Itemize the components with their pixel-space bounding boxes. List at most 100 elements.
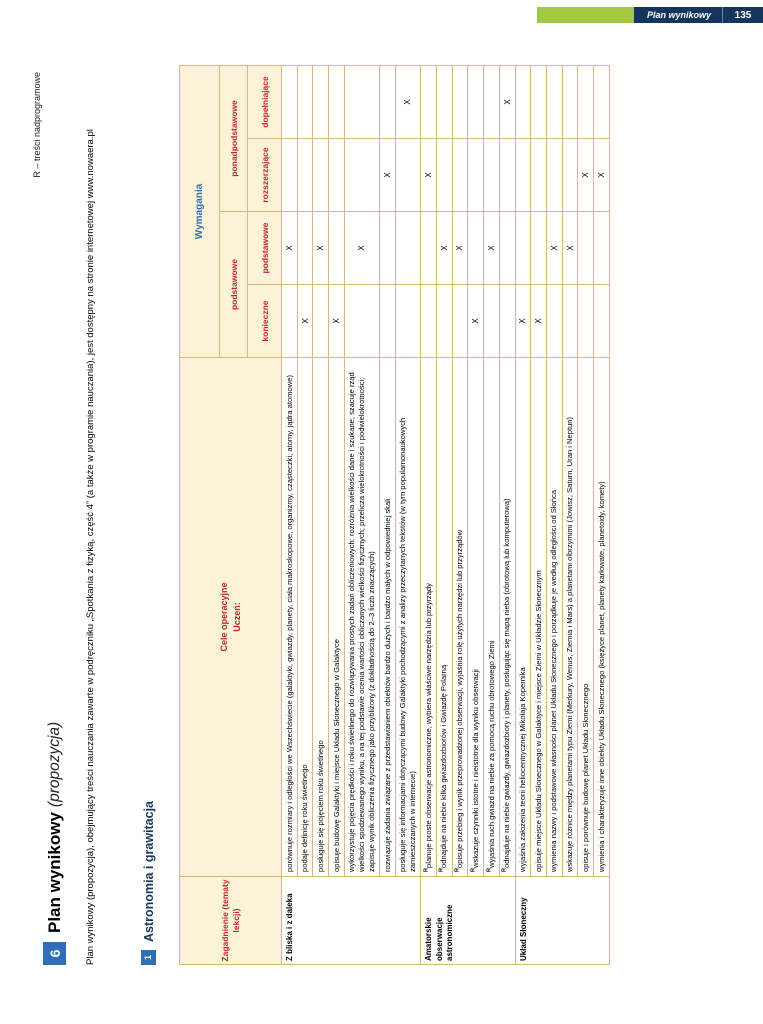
mark-cell-rozszerzające bbox=[546, 138, 563, 212]
objective-cell: Rplanuje proste obserwacje astronomiczne… bbox=[420, 357, 437, 877]
chapter-title-text: Plan wynikowy bbox=[44, 812, 64, 933]
mark-cell-dopełniające bbox=[593, 65, 610, 139]
section-title-text: Astronomia i grawitacja bbox=[141, 800, 156, 942]
table-row: Rodnajduje na niebie gwiazdy, gwiazdozbi… bbox=[499, 65, 515, 964]
requirements-header: Wymagania bbox=[179, 65, 220, 358]
mark-cell-podstawowe bbox=[420, 211, 437, 285]
table-row: opisuje budowę Galaktyki i miejsce Układ… bbox=[328, 65, 345, 964]
mark-cell-konieczne bbox=[546, 284, 563, 358]
mark-cell-dopełniające bbox=[297, 65, 313, 139]
chapter-title: 6 Plan wynikowy (propozycja) bbox=[43, 722, 66, 965]
mark-cell-podstawowe bbox=[467, 211, 484, 285]
mark-cell-konieczne bbox=[499, 284, 515, 358]
mark-cell-konieczne: X bbox=[515, 284, 531, 358]
mark-cell-dopełniające: X bbox=[499, 65, 515, 139]
table-row: Rwskazuje czynniki istotne i nieistotne … bbox=[467, 65, 484, 964]
mark-cell-dopełniające bbox=[452, 65, 468, 139]
intro-paragraph: Plan wynikowy (propozycja), obejmujący t… bbox=[85, 129, 96, 965]
mark-cell-dopełniające bbox=[515, 65, 531, 139]
table-row: Ropisuje przebieg i wynik przeprowadzone… bbox=[452, 65, 468, 964]
mark-cell-konieczne bbox=[436, 284, 453, 358]
mark-cell-podstawowe: X bbox=[436, 211, 453, 285]
table-row: wymienia i charakteryzuje inne obiekty U… bbox=[593, 65, 610, 964]
mark-cell-podstawowe bbox=[593, 211, 610, 285]
table-row: Rodnajduje na niebie kilka gwiazdozbioró… bbox=[436, 65, 453, 964]
extra-curriculum-marker: R bbox=[454, 867, 461, 872]
mark-cell-dopełniające bbox=[281, 65, 298, 139]
objective-cell: Rwskazuje czynniki istotne i nieistotne … bbox=[467, 357, 484, 877]
mark-cell-rozszerzające: X bbox=[420, 138, 437, 212]
mark-cell-konieczne bbox=[577, 284, 594, 358]
running-head-label: Plan wynikowy bbox=[633, 7, 722, 23]
extra-curriculum-marker: R bbox=[470, 867, 477, 872]
mark-cell-dopełniające: X bbox=[395, 65, 421, 139]
mark-cell-rozszerzające bbox=[483, 138, 500, 212]
page-number: 135 bbox=[723, 7, 763, 23]
level-header-dopelniajace: dopełniające bbox=[247, 65, 282, 139]
mark-cell-dopełniające bbox=[562, 65, 578, 139]
group-header-podstawowe: podstawowe bbox=[219, 211, 248, 358]
mark-cell-konieczne: X bbox=[297, 284, 313, 358]
objectives-column-header: Cele operacyjne Uczeń: bbox=[179, 357, 282, 877]
mark-cell-rozszerzające bbox=[452, 138, 468, 212]
table-row: Amatorskie obserwacje astronomiczne Rplan… bbox=[420, 65, 515, 965]
mark-cell-dopełniające bbox=[344, 65, 380, 139]
mark-cell-dopełniające bbox=[546, 65, 563, 139]
mark-cell-podstawowe: X bbox=[344, 211, 380, 285]
mark-cell-dopełniające bbox=[328, 65, 345, 139]
objective-cell: wymienia nazwy i podstawowe własności pl… bbox=[546, 357, 563, 877]
mark-cell-podstawowe: X bbox=[546, 211, 563, 285]
topic-column-header: Zagadnienie (tematy lekcji) bbox=[179, 876, 282, 965]
mark-cell-rozszerzające bbox=[312, 138, 329, 212]
mark-cell-dopełniające bbox=[379, 65, 396, 139]
table-row: Z bliska i z daleka porównuje rozmiary i … bbox=[281, 65, 421, 965]
topic-cell: Układ Słoneczny bbox=[515, 876, 610, 965]
objective-cell: wymienia i charakteryzuje inne obiekty U… bbox=[593, 357, 610, 877]
mark-cell-rozszerzające: X bbox=[593, 138, 610, 212]
mark-cell-konieczne bbox=[420, 284, 437, 358]
table-row: posługuje się pojęciem roku świetlnego X bbox=[312, 65, 329, 964]
table-row: Rwyjaśnia ruch gwiazd na niebie za pomoc… bbox=[483, 65, 500, 964]
objective-cell: opisuje miejsce Układu Słonecznego w Gal… bbox=[530, 357, 547, 877]
mark-cell-dopełniające bbox=[312, 65, 329, 139]
mark-cell-konieczne bbox=[344, 284, 380, 358]
mark-cell-konieczne: X bbox=[530, 284, 547, 358]
mark-cell-dopełniające bbox=[420, 65, 437, 139]
chapter-title-suffix: (propozycja) bbox=[45, 721, 63, 808]
mark-cell-rozszerzające bbox=[515, 138, 531, 212]
table-row: wykorzystuje pojęcia prędkości i roku św… bbox=[344, 65, 380, 964]
objective-cell: Rwyjaśnia ruch gwiazd na niebie za pomoc… bbox=[483, 357, 500, 877]
objective-cell: posługuje się pojęciem roku świetlnego bbox=[312, 357, 329, 877]
extra-curriculum-marker: R bbox=[438, 867, 445, 872]
mark-cell-rozszerzające bbox=[530, 138, 547, 212]
mark-cell-podstawowe: X bbox=[562, 211, 578, 285]
brand-green-bar bbox=[536, 7, 634, 23]
mark-cell-konieczne bbox=[395, 284, 421, 358]
objective-cell: opisuje budowę Galaktyki i miejsce Układ… bbox=[328, 357, 345, 877]
table-row: Układ Słoneczny wyjaśnia założenia teorii… bbox=[515, 65, 610, 965]
objectives-header-line: Cele operacyjne bbox=[219, 582, 230, 652]
running-head-divider bbox=[722, 7, 723, 23]
mark-cell-podstawowe bbox=[530, 211, 547, 285]
mark-cell-konieczne: X bbox=[467, 284, 484, 358]
extra-curriculum-marker: R bbox=[423, 867, 430, 872]
extra-curriculum-marker: R bbox=[501, 867, 508, 872]
group-header-ponadpodstawowe: ponadpodstawowe bbox=[219, 65, 248, 212]
objective-cell: porównuje rozmiary i odległości we Wszec… bbox=[281, 357, 298, 877]
mark-cell-konieczne bbox=[593, 284, 610, 358]
page-header-bar: Plan wynikowy 135 bbox=[536, 7, 763, 23]
table-row: posługuje się informacjami dotyczącymi b… bbox=[395, 65, 421, 964]
mark-cell-konieczne: X bbox=[328, 284, 345, 358]
mark-cell-podstawowe bbox=[328, 211, 345, 285]
mark-cell-podstawowe: X bbox=[452, 211, 468, 285]
table-row: opisuje i porównuje budowę planet Układu… bbox=[577, 65, 594, 964]
mark-cell-podstawowe: X bbox=[483, 211, 500, 285]
objective-cell: posługuje się informacjami dotyczącymi b… bbox=[395, 357, 421, 877]
mark-cell-dopełniające bbox=[467, 65, 484, 139]
mark-cell-podstawowe: X bbox=[312, 211, 329, 285]
mark-cell-dopełniające bbox=[483, 65, 500, 139]
mark-cell-konieczne bbox=[281, 284, 298, 358]
objective-cell: wyjaśnia założenia teorii heliocentryczn… bbox=[515, 357, 531, 877]
level-header-rozszerzajace: rozszerzające bbox=[247, 138, 282, 212]
